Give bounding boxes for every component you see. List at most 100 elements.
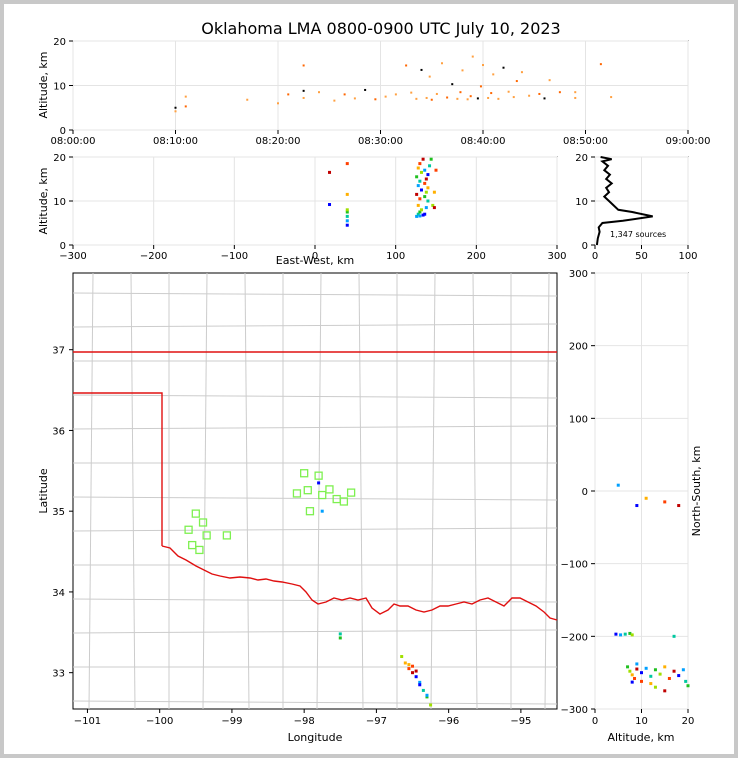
plan-view-source bbox=[400, 655, 404, 659]
time-height-point bbox=[302, 96, 305, 99]
time-height-point bbox=[610, 96, 613, 99]
time-height-point bbox=[512, 96, 515, 99]
ew-height-point bbox=[345, 214, 349, 218]
time-height-point bbox=[287, 93, 290, 96]
histogram-ticks: 0 50 100 0 10 20 bbox=[575, 153, 697, 262]
ns-tick-label: 100 bbox=[569, 414, 588, 425]
height-ns-point bbox=[672, 669, 676, 673]
time-height-point bbox=[435, 92, 438, 95]
ew-alt-tick-label: 0 bbox=[60, 241, 66, 252]
ew-height-point bbox=[345, 223, 349, 227]
height-ns-point bbox=[628, 669, 632, 673]
height-ns-point bbox=[672, 634, 676, 638]
ns-alt-tick-label: 0 bbox=[592, 716, 598, 727]
state-borders bbox=[73, 351, 558, 621]
ew-height-point bbox=[416, 212, 420, 216]
time-height-point bbox=[574, 91, 577, 94]
height-ns-point bbox=[653, 668, 657, 672]
ew-height-panel: −300 −200 −100 0 100 200 300 0 10 20 Altitude, km… bbox=[37, 153, 567, 267]
ns-tick-label: 200 bbox=[569, 342, 588, 353]
plan-view-source bbox=[407, 667, 411, 671]
height-ns-point bbox=[616, 483, 620, 487]
ew-height-point bbox=[434, 168, 438, 172]
ew-alt-tick-label: 10 bbox=[53, 197, 66, 208]
lma-station-marker bbox=[346, 488, 356, 497]
ew-height-point bbox=[421, 213, 425, 217]
time-height-point bbox=[333, 99, 336, 102]
hist-alt-tick-label: 20 bbox=[575, 153, 588, 164]
time-height-point bbox=[394, 93, 397, 96]
lma-station-marker bbox=[300, 469, 309, 478]
ew-tick-label: 200 bbox=[467, 251, 486, 262]
ew-height-point bbox=[421, 157, 425, 161]
height-ns-point bbox=[640, 671, 643, 675]
plan-view-source bbox=[429, 703, 433, 707]
time-height-points bbox=[174, 55, 613, 113]
height-ns-point bbox=[619, 633, 623, 637]
ew-height-ylabel: Altitude, km bbox=[37, 167, 50, 234]
time-height-point bbox=[479, 85, 482, 88]
height-ns-point bbox=[614, 632, 618, 636]
county-line bbox=[130, 272, 136, 710]
lma-station-marker bbox=[339, 497, 349, 506]
ew-height-point bbox=[418, 162, 422, 166]
county-line bbox=[244, 272, 250, 710]
altitude-histogram-panel: 0 50 100 0 10 20 1,347 sources bbox=[575, 153, 697, 262]
county-line bbox=[472, 272, 478, 710]
ns-tick-label: 300 bbox=[569, 269, 588, 280]
plan-view-ylabel: Latitude bbox=[37, 468, 50, 514]
time-height-point bbox=[384, 95, 387, 98]
time-height-point bbox=[302, 89, 305, 92]
ew-tick-label: 300 bbox=[547, 251, 566, 262]
ns-tick-label: −100 bbox=[561, 560, 588, 571]
ew-height-point bbox=[423, 168, 427, 172]
hist-alt-tick-label: 10 bbox=[575, 197, 588, 208]
height-ns-point bbox=[681, 668, 685, 672]
plan-view-source bbox=[421, 688, 425, 692]
ew-height-point bbox=[419, 170, 423, 174]
lat-tick-label: 34 bbox=[52, 588, 65, 599]
time-height-point bbox=[456, 97, 459, 100]
height-ns-point bbox=[630, 673, 634, 677]
ns-alt-tick-label: 20 bbox=[682, 716, 695, 727]
height-ns-point bbox=[640, 679, 643, 683]
height-ns-point bbox=[649, 674, 653, 678]
ew-height-point bbox=[418, 214, 422, 218]
height-ns-point bbox=[649, 682, 653, 686]
ew-height-xlabel: East-West, km bbox=[276, 254, 354, 267]
ew-height-point bbox=[415, 214, 419, 218]
time-height-point bbox=[543, 97, 546, 100]
height-ns-point bbox=[644, 666, 648, 670]
alt-tick-label: 0 bbox=[60, 126, 66, 137]
lat-tick-label: 35 bbox=[52, 507, 65, 518]
time-tick-label: 08:30:00 bbox=[358, 136, 403, 147]
plan-view-source bbox=[320, 509, 324, 513]
lon-tick-label: −96 bbox=[438, 716, 459, 727]
ew-height-point bbox=[426, 173, 430, 177]
ew-height-point bbox=[419, 188, 423, 192]
lon-tick-label: −97 bbox=[366, 716, 387, 727]
ew-height-points bbox=[328, 157, 438, 227]
hist-alt-tick-label: 0 bbox=[582, 241, 588, 252]
time-height-point bbox=[428, 75, 431, 78]
lat-tick-label: 37 bbox=[52, 346, 65, 357]
time-height-point bbox=[415, 97, 418, 100]
plan-view-ticks: −101 −100 −99 −98 −97 −96 −95 33 34 35 36 37 bbox=[52, 346, 531, 727]
height-ns-point bbox=[663, 500, 667, 504]
alt-tick-label: 10 bbox=[53, 82, 66, 93]
lon-tick-label: −100 bbox=[146, 716, 173, 727]
ew-height-point bbox=[424, 177, 428, 181]
time-height-point bbox=[515, 80, 518, 83]
height-ns-ticks: 0 10 20 −300 −200 −100 0 100 200 300 bbox=[561, 269, 695, 727]
county-line bbox=[544, 272, 550, 710]
ew-height-point bbox=[426, 186, 430, 190]
county-line bbox=[72, 527, 558, 532]
lon-tick-label: −98 bbox=[294, 716, 315, 727]
time-height-point bbox=[476, 97, 479, 100]
time-height-point bbox=[507, 90, 510, 93]
ew-height-point bbox=[423, 195, 427, 199]
lma-station-marker bbox=[184, 525, 193, 534]
ew-height-point bbox=[423, 212, 427, 216]
ew-height-point bbox=[345, 208, 349, 212]
ew-height-point bbox=[328, 203, 332, 207]
